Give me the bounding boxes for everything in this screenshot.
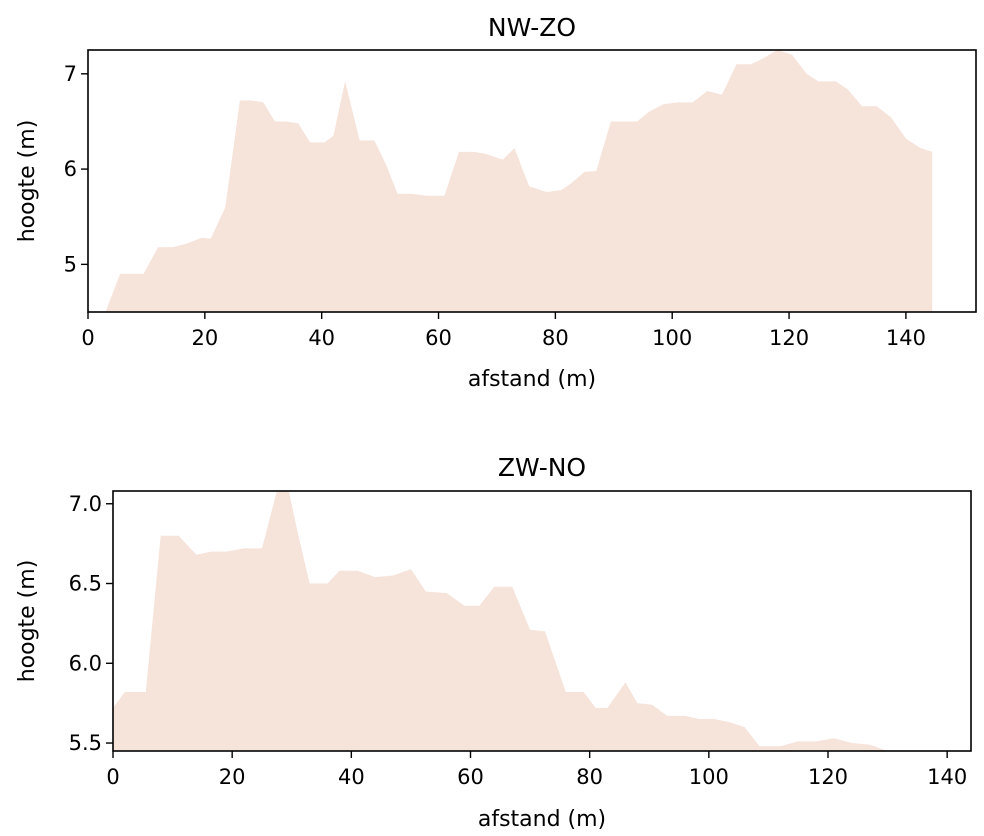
nw-zo-title: NW-ZO (488, 13, 576, 42)
y-tick-label: 5.5 (69, 731, 102, 755)
y-tick-label: 5 (64, 252, 77, 276)
y-tick-label: 6 (64, 157, 77, 181)
nw-zo-x-axis-label: afstand (m) (468, 367, 596, 392)
x-tick-label: 60 (425, 326, 452, 350)
nw-zo-y-axis-label: hoogte (m) (15, 120, 40, 243)
zw-no-ticks: 0 20 40 60 80 100 120 140 5.5 6.0 6.5 7.0 (69, 492, 968, 789)
x-tick-label: 40 (338, 765, 365, 789)
zw-no-title: ZW-NO (498, 453, 586, 482)
zw-no-elevation-area (113, 491, 888, 751)
y-tick-label: 6.0 (69, 651, 102, 675)
x-tick-label: 20 (191, 326, 218, 350)
x-tick-label: 0 (106, 765, 119, 789)
zw-no-plot-frame (112, 490, 972, 752)
x-tick-label: 140 (927, 765, 967, 789)
zw-no-x-axis-label: afstand (m) (478, 807, 606, 831)
chart-zw-no: 0 20 40 60 80 100 120 140 5.5 6.0 6.5 7.0 ZW-NO afs… (15, 453, 972, 832)
x-tick-label: 100 (689, 765, 729, 789)
y-tick-label: 7.0 (69, 492, 102, 516)
x-tick-label: 120 (808, 765, 848, 789)
nw-zo-elevation-area (105, 50, 933, 312)
nw-zo-plot-frame (87, 49, 977, 313)
x-tick-label: 140 (886, 326, 926, 350)
x-tick-label: 40 (308, 326, 335, 350)
x-tick-label: 60 (457, 765, 484, 789)
zw-no-y-axis-label: hoogte (m) (15, 560, 40, 683)
y-tick-label: 7 (64, 62, 77, 86)
x-tick-label: 100 (652, 326, 692, 350)
x-tick-label: 120 (769, 326, 809, 350)
x-tick-label: 80 (576, 765, 603, 789)
x-tick-label: 20 (219, 765, 246, 789)
nw-zo-ticks: 0 20 40 60 80 100 120 140 5 6 7 (64, 62, 926, 350)
y-tick-label: 6.5 (69, 572, 102, 596)
x-tick-label: 0 (81, 326, 94, 350)
x-tick-label: 80 (542, 326, 569, 350)
